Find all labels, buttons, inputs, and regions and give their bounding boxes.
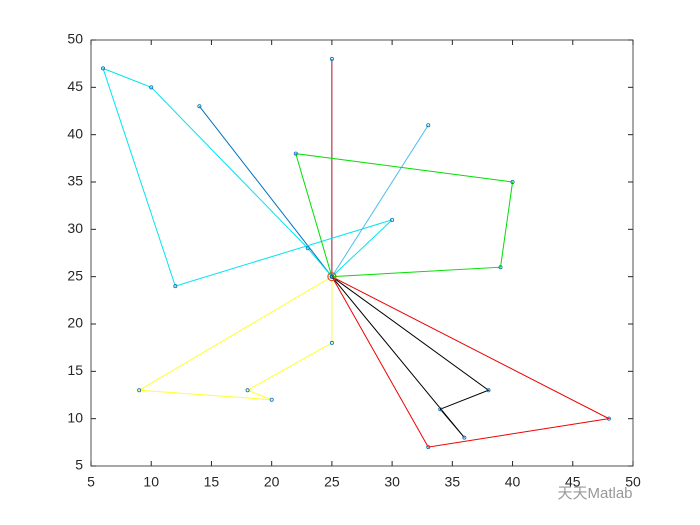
y-tick-label: 10 <box>67 409 83 425</box>
y-tick-label: 35 <box>67 173 83 189</box>
point-marker <box>173 284 178 289</box>
x-tick-label: 20 <box>264 474 280 490</box>
point-marker <box>329 340 334 345</box>
x-tick-label: 5 <box>87 474 95 490</box>
point-marker <box>269 397 274 402</box>
point-marker <box>606 416 611 421</box>
y-tick-label: 50 <box>67 31 83 47</box>
point-marker <box>101 66 106 71</box>
route-line <box>331 276 611 448</box>
x-tick-label: 10 <box>143 474 159 490</box>
x-tick-label: 25 <box>324 474 340 490</box>
x-tick-label: 35 <box>445 474 461 490</box>
point-marker <box>329 56 334 61</box>
point-marker <box>137 388 142 393</box>
x-tick-label: 40 <box>505 474 521 490</box>
point-marker <box>390 217 395 222</box>
route-line <box>102 67 393 287</box>
point-marker <box>510 179 515 184</box>
point-marker <box>245 388 250 393</box>
depot-marker <box>327 272 337 282</box>
y-tick-label: 30 <box>67 220 83 236</box>
plot-area <box>90 39 634 467</box>
point-marker <box>426 445 431 450</box>
point-marker <box>426 123 431 128</box>
x-tick-label: 50 <box>625 474 641 490</box>
route-line <box>295 153 514 278</box>
point-marker <box>329 274 334 279</box>
route-line <box>199 105 333 277</box>
y-tick-label: 40 <box>67 125 83 141</box>
y-tick-label: 20 <box>67 315 83 331</box>
point-marker <box>149 85 154 90</box>
point-marker <box>305 246 310 251</box>
x-tick-label: 15 <box>204 474 220 490</box>
point-marker <box>438 407 443 412</box>
route-line <box>137 276 333 401</box>
route-line <box>331 276 490 438</box>
y-tick-label: 25 <box>67 267 83 283</box>
y-tick-label: 5 <box>75 457 83 473</box>
route-line <box>331 124 429 277</box>
y-tick-label: 45 <box>67 78 83 94</box>
y-tick-label: 15 <box>67 362 83 378</box>
point-marker <box>293 151 298 156</box>
watermark: 天天Matlab <box>557 485 632 502</box>
point-marker <box>486 388 491 393</box>
x-tick-label: 30 <box>384 474 400 490</box>
x-tick-label: 45 <box>565 474 581 490</box>
point-marker <box>197 104 202 109</box>
point-marker <box>462 435 467 440</box>
point-marker <box>498 265 503 270</box>
